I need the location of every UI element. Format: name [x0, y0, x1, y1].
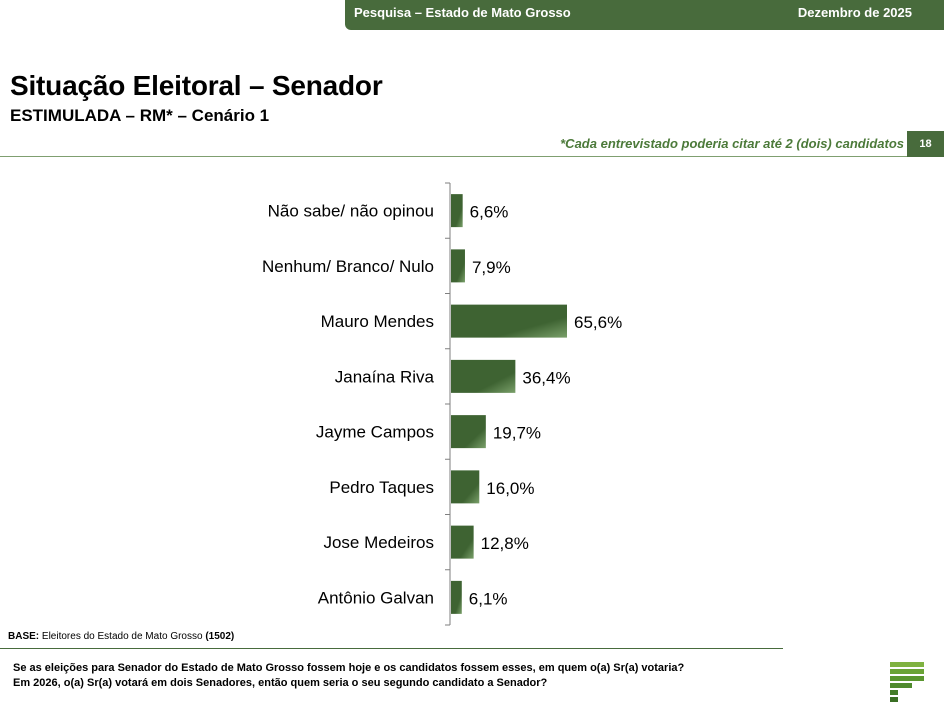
- page-number-badge: 18: [907, 131, 944, 157]
- value-label: 6,6%: [470, 203, 509, 222]
- question-line-2: Em 2026, o(a) Sr(a) votará em dois Senad…: [13, 677, 548, 689]
- date-label: Dezembro de 2025: [797, 5, 912, 20]
- bar: [451, 470, 480, 504]
- bar-chart: Não sabe/ não opinou 6,6% Nenhum/ Branco/ …: [262, 182, 622, 626]
- category-label: Mauro Mendes: [321, 312, 434, 331]
- value-label: 6,1%: [469, 589, 508, 608]
- bar: [451, 359, 516, 393]
- value-label: 65,6%: [574, 313, 622, 332]
- top-banner: Pesquisa – Estado de Mato Grosso Dezembr…: [345, 0, 944, 30]
- category-label: Nenhum/ Branco/ Nulo: [262, 257, 434, 276]
- value-label: 19,7%: [493, 424, 541, 443]
- base-count: (1502): [205, 631, 235, 642]
- category-label: Jayme Campos: [316, 423, 434, 442]
- category-label: Jose Medeiros: [323, 533, 434, 552]
- bar: [451, 525, 474, 559]
- footer-divider: [0, 648, 783, 649]
- base-label: BASE:: [8, 631, 40, 642]
- page-subtitle: ESTIMULADA – RM* – Cenário 1: [10, 106, 270, 125]
- axis-ticks-group: [445, 182, 450, 626]
- footnote-note: *Cada entrevistado poderia citar até 2 (…: [560, 136, 904, 151]
- page-title: Situação Eleitoral – Senador: [10, 70, 383, 101]
- base-note: BASE: Eleitores do Estado de Mato Grosso…: [8, 631, 234, 642]
- category-label: Pedro Taques: [329, 478, 434, 497]
- bar: [451, 580, 462, 614]
- category-label: Antônio Galvan: [318, 588, 434, 607]
- category-label: Não sabe/ não opinou: [268, 202, 434, 221]
- question-line-1: Se as eleições para Senador do Estado de…: [13, 662, 685, 674]
- value-label: 7,9%: [472, 258, 511, 277]
- category-label: Janaína Riva: [335, 367, 435, 386]
- header-divider: [0, 156, 907, 157]
- survey-question: Se as eleições para Senador do Estado de…: [13, 661, 684, 691]
- bar: [451, 415, 486, 449]
- bar: [451, 304, 567, 338]
- survey-label: Pesquisa – Estado de Mato Grosso: [354, 5, 571, 20]
- bar: [451, 194, 463, 228]
- bars-group: [451, 194, 567, 614]
- value-label: 16,0%: [486, 479, 534, 498]
- bar: [451, 249, 465, 283]
- brand-logo-icon: [890, 662, 924, 702]
- base-text: Eleitores do Estado de Mato Grosso: [41, 631, 203, 642]
- value-label: 12,8%: [481, 534, 529, 553]
- value-label: 36,4%: [522, 368, 570, 387]
